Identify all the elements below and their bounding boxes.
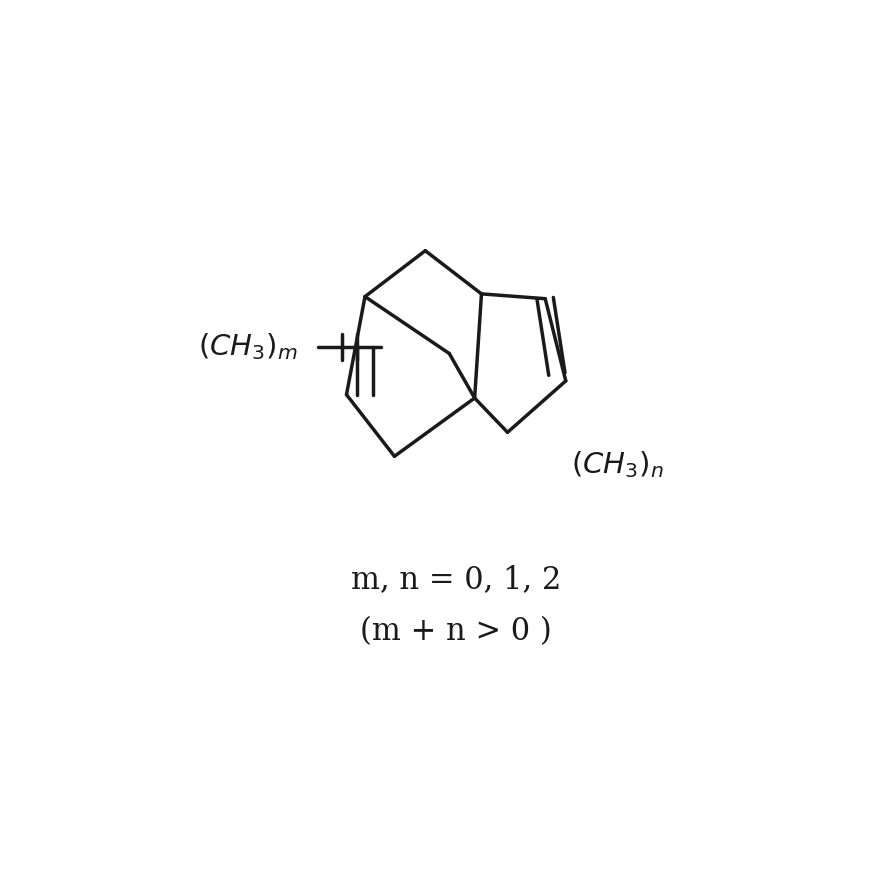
Text: $(CH_3)_m$: $(CH_3)_m$ <box>198 331 297 362</box>
Text: m, n = 0, 1, 2: m, n = 0, 1, 2 <box>351 564 562 595</box>
Text: (m + n > 0 ): (m + n > 0 ) <box>360 616 552 646</box>
Text: $(CH_3)_n$: $(CH_3)_n$ <box>571 449 664 481</box>
